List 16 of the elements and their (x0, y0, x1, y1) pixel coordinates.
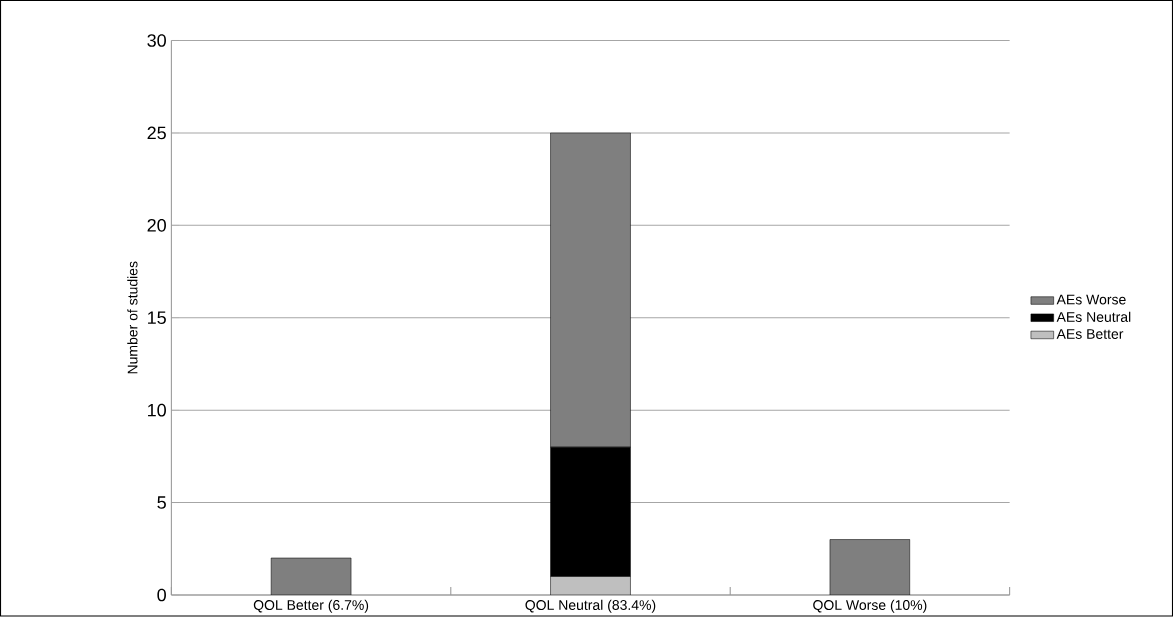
bar (829, 539, 911, 595)
y-tick-label: 20 (147, 218, 166, 232)
y-tick-label: 25 (147, 126, 166, 140)
y-tick-label: 30 (147, 34, 166, 47)
bar (270, 557, 352, 595)
legend-label: AEs Worse (1056, 294, 1126, 305)
y-tick-label: 0 (157, 588, 166, 602)
y-tick-label: 5 (157, 496, 166, 509)
legend-label: AEs Better (1056, 329, 1124, 339)
x-tick-label: QOL Neutral (83.4%) (525, 599, 656, 613)
y-tick-label: 15 (148, 311, 166, 324)
y-tick-label: 10 (148, 403, 166, 417)
y-axis-title: Number of studies (127, 261, 138, 374)
legend-label: AEs Neutral (1056, 311, 1131, 322)
x-tick-label: QOL Better (6.7%) (253, 599, 369, 613)
x-tick-label: QOL Worse (10%) (813, 599, 927, 613)
